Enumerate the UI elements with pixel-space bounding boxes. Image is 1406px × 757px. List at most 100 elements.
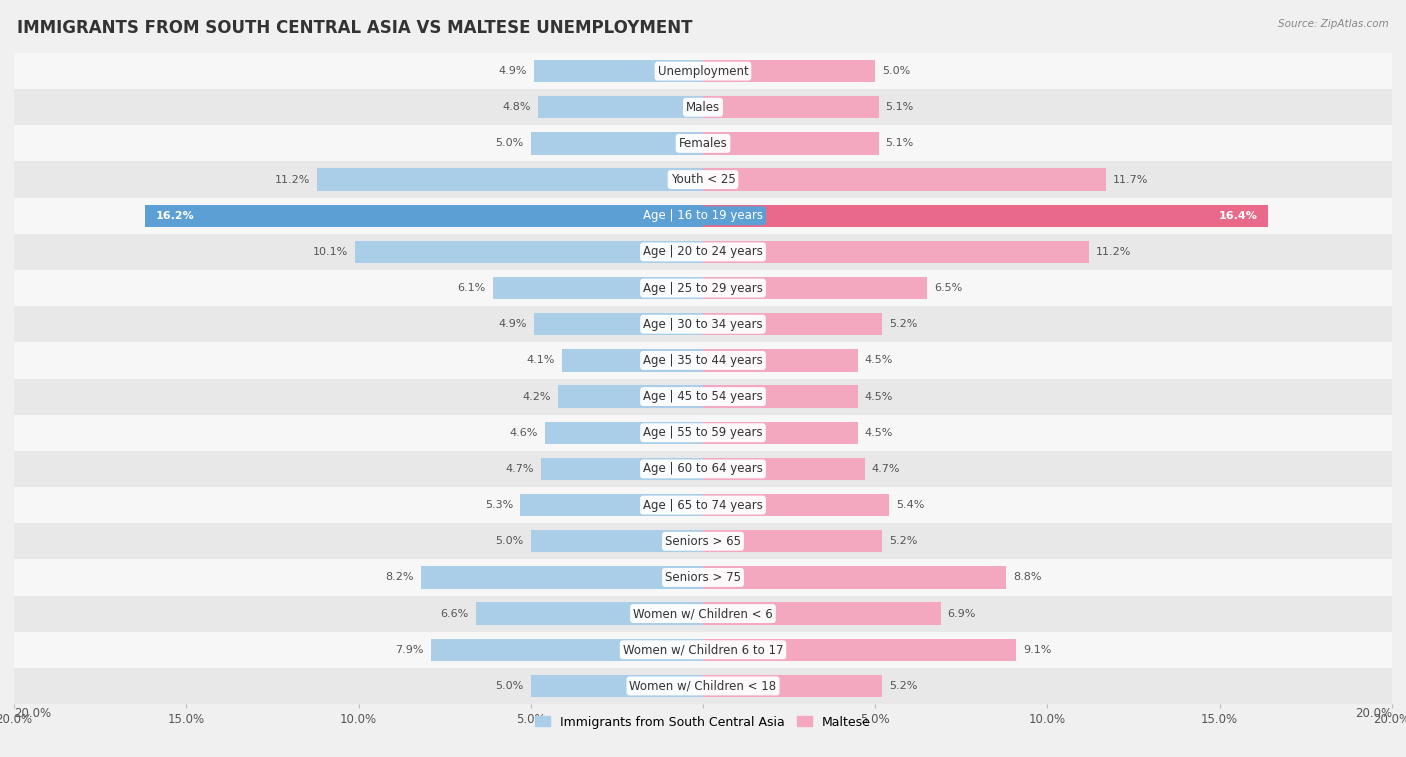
Bar xyxy=(703,168,1107,191)
Bar xyxy=(14,415,1392,451)
Text: 6.1%: 6.1% xyxy=(458,283,486,293)
Text: 5.0%: 5.0% xyxy=(496,139,524,148)
Text: Youth < 25: Youth < 25 xyxy=(671,173,735,186)
Text: 20.0%: 20.0% xyxy=(14,706,51,720)
Text: 6.9%: 6.9% xyxy=(948,609,976,618)
Bar xyxy=(703,313,882,335)
Bar xyxy=(531,674,703,697)
Text: 5.3%: 5.3% xyxy=(485,500,513,510)
Text: 4.5%: 4.5% xyxy=(865,391,893,401)
Bar xyxy=(430,639,703,661)
Text: 11.7%: 11.7% xyxy=(1114,175,1149,185)
Text: 4.1%: 4.1% xyxy=(526,356,555,366)
Text: Age | 45 to 54 years: Age | 45 to 54 years xyxy=(643,390,763,403)
Text: 5.0%: 5.0% xyxy=(496,681,524,691)
Bar xyxy=(14,126,1392,161)
Bar xyxy=(14,306,1392,342)
Bar xyxy=(703,96,879,118)
Text: Women w/ Children < 18: Women w/ Children < 18 xyxy=(630,680,776,693)
Bar xyxy=(531,530,703,553)
Bar xyxy=(534,60,703,83)
Bar xyxy=(703,277,927,299)
Bar xyxy=(14,487,1392,523)
Bar xyxy=(14,596,1392,631)
Text: Age | 30 to 34 years: Age | 30 to 34 years xyxy=(643,318,763,331)
Bar xyxy=(531,132,703,154)
Text: Women w/ Children < 6: Women w/ Children < 6 xyxy=(633,607,773,620)
Text: 16.4%: 16.4% xyxy=(1219,210,1257,221)
Text: 8.2%: 8.2% xyxy=(385,572,413,582)
Text: Age | 16 to 19 years: Age | 16 to 19 years xyxy=(643,209,763,223)
Bar xyxy=(14,198,1392,234)
Text: 16.2%: 16.2% xyxy=(155,210,194,221)
Text: 4.8%: 4.8% xyxy=(502,102,531,112)
Text: 4.7%: 4.7% xyxy=(506,464,534,474)
Bar xyxy=(318,168,703,191)
Text: Seniors > 65: Seniors > 65 xyxy=(665,534,741,548)
Text: 11.2%: 11.2% xyxy=(276,175,311,185)
Text: 5.1%: 5.1% xyxy=(886,139,914,148)
Bar xyxy=(703,349,858,372)
Bar xyxy=(14,523,1392,559)
Bar xyxy=(14,451,1392,487)
Bar xyxy=(703,204,1268,227)
Text: Seniors > 75: Seniors > 75 xyxy=(665,571,741,584)
Text: 5.1%: 5.1% xyxy=(886,102,914,112)
Bar xyxy=(14,270,1392,306)
Text: 4.2%: 4.2% xyxy=(523,391,551,401)
Bar xyxy=(544,422,703,444)
Text: 10.1%: 10.1% xyxy=(314,247,349,257)
Text: Age | 55 to 59 years: Age | 55 to 59 years xyxy=(643,426,763,439)
Text: 4.9%: 4.9% xyxy=(499,66,527,76)
Bar xyxy=(14,559,1392,596)
Text: 11.2%: 11.2% xyxy=(1095,247,1130,257)
Text: Age | 65 to 74 years: Age | 65 to 74 years xyxy=(643,499,763,512)
Text: Source: ZipAtlas.com: Source: ZipAtlas.com xyxy=(1278,19,1389,29)
Text: Age | 35 to 44 years: Age | 35 to 44 years xyxy=(643,354,763,367)
Bar xyxy=(703,385,858,408)
Bar xyxy=(14,89,1392,126)
Bar xyxy=(537,96,703,118)
Bar xyxy=(703,132,879,154)
Text: 5.0%: 5.0% xyxy=(882,66,910,76)
Bar xyxy=(703,494,889,516)
Bar xyxy=(494,277,703,299)
Text: Age | 20 to 24 years: Age | 20 to 24 years xyxy=(643,245,763,258)
Bar xyxy=(14,668,1392,704)
Text: 8.8%: 8.8% xyxy=(1012,572,1042,582)
Bar xyxy=(703,603,941,625)
Bar xyxy=(14,161,1392,198)
Bar xyxy=(703,639,1017,661)
Text: 6.5%: 6.5% xyxy=(934,283,962,293)
Text: 6.6%: 6.6% xyxy=(440,609,468,618)
Bar xyxy=(703,241,1088,263)
Bar xyxy=(475,603,703,625)
Legend: Immigrants from South Central Asia, Maltese: Immigrants from South Central Asia, Malt… xyxy=(530,711,876,734)
Bar xyxy=(14,631,1392,668)
Bar xyxy=(703,458,865,480)
Text: Age | 25 to 29 years: Age | 25 to 29 years xyxy=(643,282,763,294)
Bar xyxy=(703,60,875,83)
Bar xyxy=(14,378,1392,415)
Text: 4.9%: 4.9% xyxy=(499,319,527,329)
Bar xyxy=(703,422,858,444)
Text: 5.2%: 5.2% xyxy=(889,681,917,691)
Bar xyxy=(145,204,703,227)
Text: 4.6%: 4.6% xyxy=(509,428,537,438)
Text: 4.5%: 4.5% xyxy=(865,356,893,366)
Text: 7.9%: 7.9% xyxy=(395,645,425,655)
Bar xyxy=(558,385,703,408)
Text: Unemployment: Unemployment xyxy=(658,64,748,77)
Text: 4.5%: 4.5% xyxy=(865,428,893,438)
Bar xyxy=(14,234,1392,270)
Text: 5.2%: 5.2% xyxy=(889,319,917,329)
Text: Age | 60 to 64 years: Age | 60 to 64 years xyxy=(643,463,763,475)
Text: IMMIGRANTS FROM SOUTH CENTRAL ASIA VS MALTESE UNEMPLOYMENT: IMMIGRANTS FROM SOUTH CENTRAL ASIA VS MA… xyxy=(17,19,692,37)
Text: 5.4%: 5.4% xyxy=(896,500,924,510)
Text: Women w/ Children 6 to 17: Women w/ Children 6 to 17 xyxy=(623,643,783,656)
Text: 20.0%: 20.0% xyxy=(1355,706,1392,720)
Bar xyxy=(14,53,1392,89)
Text: 5.0%: 5.0% xyxy=(496,536,524,547)
Text: 9.1%: 9.1% xyxy=(1024,645,1052,655)
Bar xyxy=(356,241,703,263)
